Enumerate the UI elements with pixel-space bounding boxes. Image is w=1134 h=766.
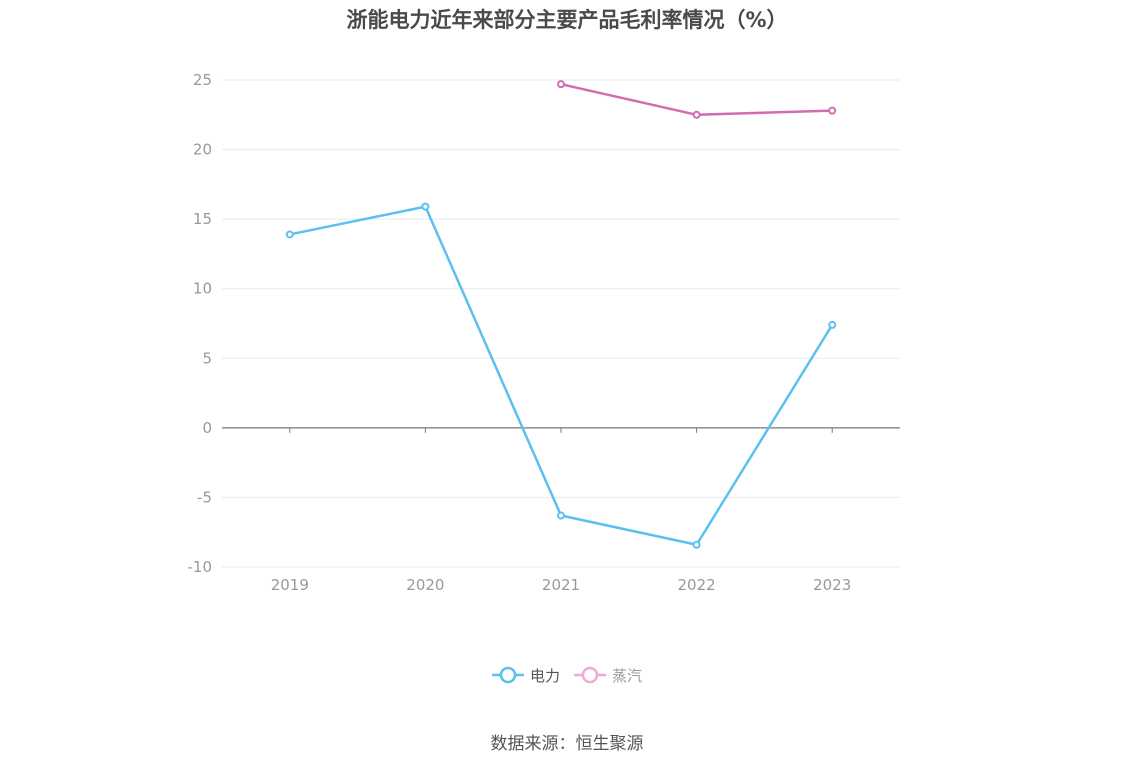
line-chart: 25 20 15 10 5 0 -5 -10 2019 2020 2021 2022 2023 xyxy=(188,71,900,594)
x-tick-label: 2023 xyxy=(813,576,851,594)
data-point[interactable] xyxy=(557,511,565,520)
data-source: 数据来源：恒生聚源 xyxy=(490,734,644,754)
y-tick-label: -10 xyxy=(188,558,213,576)
data-point[interactable] xyxy=(692,110,701,119)
y-tick-label: 25 xyxy=(193,71,212,89)
legend-item-series-2[interactable]: 蒸汽 xyxy=(574,664,642,686)
legend-label-series-2: 蒸汽 xyxy=(612,666,643,685)
data-point[interactable] xyxy=(828,106,837,115)
series-lines xyxy=(285,80,837,549)
y-tick-label: 15 xyxy=(193,210,212,228)
series-line-2 xyxy=(560,82,833,117)
legend-item-series-1[interactable]: 电力 xyxy=(491,664,560,686)
x-tick-label: 2019 xyxy=(271,576,309,594)
y-axis-ticks: 25 20 15 10 5 0 -5 -10 xyxy=(188,71,213,576)
y-tick-label: -5 xyxy=(197,488,212,506)
legend: 电力 蒸汽 xyxy=(0,664,1134,686)
data-point[interactable] xyxy=(828,320,837,329)
x-tick-label: 2022 xyxy=(678,576,716,594)
data-point[interactable] xyxy=(421,202,430,211)
legend-marker-icon xyxy=(491,666,524,684)
x-axis: 2019 2020 2021 2022 2023 xyxy=(222,427,900,594)
grid-lines xyxy=(222,79,900,568)
series-line-1 xyxy=(289,205,834,546)
y-tick-label: 20 xyxy=(193,141,212,159)
x-tick-label: 2020 xyxy=(406,576,444,594)
legend-label-series-1: 电力 xyxy=(529,666,560,685)
x-tick-label: 2021 xyxy=(542,576,580,594)
y-tick-label: 10 xyxy=(193,280,212,298)
y-tick-label: 5 xyxy=(202,349,212,367)
data-point[interactable] xyxy=(285,230,294,239)
y-tick-label: 0 xyxy=(202,419,212,437)
data-point[interactable] xyxy=(692,540,701,549)
legend-marker-icon xyxy=(574,666,606,684)
data-point[interactable] xyxy=(557,80,565,89)
chart-title: 浙能电力近年来部分主要产品毛利率情况（%） xyxy=(346,8,788,32)
